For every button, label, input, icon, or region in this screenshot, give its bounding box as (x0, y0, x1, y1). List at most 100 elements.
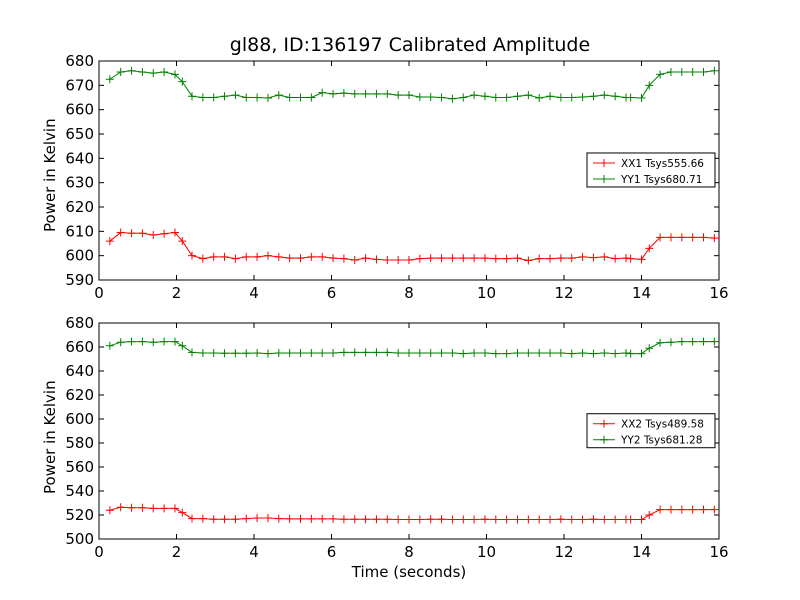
data-point (513, 349, 522, 357)
data-point (209, 93, 218, 102)
data-point (626, 254, 635, 263)
data-point (448, 349, 457, 357)
data-point (666, 338, 675, 347)
data-point (666, 505, 675, 514)
data-point (502, 254, 511, 263)
data-point (160, 504, 169, 513)
data-point (372, 348, 381, 357)
legend-label: YY2 Tsys681.28 (620, 435, 702, 447)
data-point (626, 93, 635, 102)
data-point (263, 251, 272, 260)
x-tick-label: 0 (94, 284, 104, 302)
data-point (426, 515, 435, 524)
data-point (296, 349, 305, 357)
data-point (626, 515, 635, 524)
series-line-2 (109, 341, 715, 355)
data-point (437, 93, 446, 102)
data-point (329, 514, 338, 523)
data-point (138, 503, 147, 512)
legend-marker (600, 158, 608, 167)
data-point (656, 338, 665, 347)
data-point (160, 337, 169, 346)
data-point (220, 515, 229, 524)
data-point (645, 511, 654, 519)
data-point (589, 515, 598, 524)
data-point (677, 337, 686, 346)
data-point (127, 503, 136, 512)
data-point (209, 252, 218, 261)
data-point (263, 93, 272, 102)
data-point (626, 349, 635, 358)
legend-marker (600, 435, 608, 444)
x-tick-label: 14 (632, 284, 651, 302)
y-tick-label: 640 (65, 362, 94, 380)
data-point (105, 506, 114, 515)
data-point (426, 349, 435, 357)
data-point (600, 252, 609, 261)
data-point (231, 349, 240, 358)
data-point (470, 515, 479, 524)
data-point (637, 515, 646, 524)
data-point (470, 349, 479, 357)
data-point (699, 337, 708, 346)
data-point (116, 503, 125, 512)
data-point (209, 515, 218, 524)
data-point (459, 254, 468, 263)
series-line-1 (109, 232, 715, 262)
data-point (138, 337, 147, 346)
data-point (699, 67, 708, 76)
data-point (513, 254, 522, 263)
data-point (285, 514, 294, 523)
data-point (578, 515, 587, 524)
data-point (231, 515, 240, 524)
data-point (535, 349, 544, 357)
data-point (350, 256, 359, 265)
x-tick-label: 12 (554, 284, 573, 302)
y-tick-label: 630 (65, 174, 94, 192)
x-tick-label: 14 (632, 543, 651, 561)
data-point (307, 514, 316, 523)
data-point (296, 93, 305, 102)
data-point (361, 348, 370, 357)
data-point (470, 254, 479, 263)
legend-label: XX2 Tsys489.58 (621, 419, 704, 431)
data-point (188, 348, 196, 357)
data-point (491, 515, 500, 524)
legend: XX1 Tsys555.66 YY1 Tsys680.71 (586, 152, 716, 188)
y-tick-label: 670 (65, 76, 94, 94)
data-point (178, 508, 187, 517)
data-point (710, 505, 719, 514)
data-point (253, 349, 262, 357)
x-tick-label: 16 (709, 284, 728, 302)
data-point (426, 254, 435, 263)
legend-marker (600, 419, 608, 428)
data-point (170, 228, 179, 237)
data-point (480, 254, 489, 263)
data-point (242, 349, 251, 358)
data-point (710, 234, 719, 243)
data-point (677, 505, 686, 514)
x-tick-label: 10 (477, 543, 496, 561)
data-point (415, 93, 424, 102)
data-point (383, 89, 392, 98)
data-point (470, 91, 479, 100)
data-point (491, 93, 500, 102)
x-tick-label: 12 (554, 543, 573, 561)
data-point (383, 256, 392, 265)
data-point (611, 92, 620, 101)
x-tick-label: 16 (709, 543, 728, 561)
data-point (600, 515, 609, 524)
x-tick-label: 4 (249, 543, 259, 561)
data-point (339, 89, 348, 98)
data-point (513, 515, 522, 524)
data-point (127, 229, 136, 238)
data-point (394, 256, 403, 265)
legend: XX2 Tsys489.58 YY2 Tsys681.28 (586, 413, 716, 449)
data-point (170, 504, 179, 513)
data-point (656, 505, 665, 514)
data-point (448, 254, 457, 263)
data-point (116, 67, 125, 76)
data-point (394, 349, 403, 357)
data-point (637, 349, 646, 358)
data-point (480, 349, 489, 357)
